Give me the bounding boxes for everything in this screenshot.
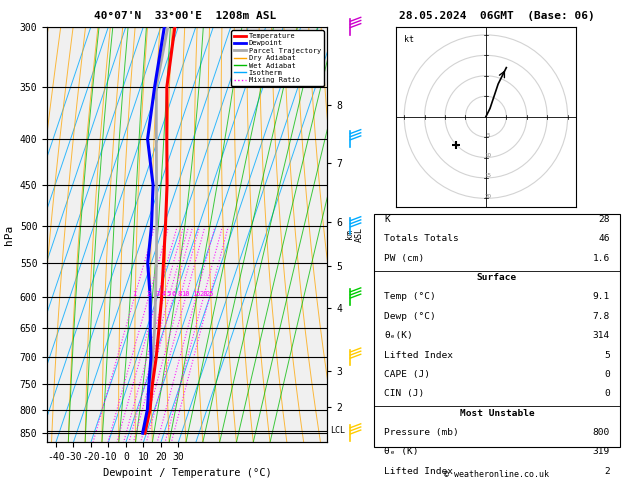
Text: 25: 25 — [205, 291, 214, 297]
Text: CIN (J): CIN (J) — [384, 389, 425, 398]
Text: 20: 20 — [199, 291, 208, 297]
Text: © weatheronline.co.uk: © weatheronline.co.uk — [445, 469, 549, 479]
Text: 2: 2 — [147, 291, 151, 297]
Text: 0: 0 — [604, 389, 610, 398]
Text: Surface: Surface — [477, 273, 517, 282]
Text: LCL: LCL — [330, 426, 345, 435]
Text: Pressure (mb): Pressure (mb) — [384, 428, 459, 437]
Text: 4: 4 — [162, 291, 166, 297]
Text: 5: 5 — [486, 133, 490, 138]
Text: PW (cm): PW (cm) — [384, 254, 425, 263]
Text: 9.1: 9.1 — [593, 293, 610, 301]
Text: 1: 1 — [132, 291, 136, 297]
Text: kt: kt — [404, 35, 414, 44]
Text: 46: 46 — [598, 234, 610, 243]
Text: 319: 319 — [593, 447, 610, 456]
Text: Dewp (°C): Dewp (°C) — [384, 312, 436, 321]
Text: θₑ(K): θₑ(K) — [384, 331, 413, 340]
Text: K: K — [384, 215, 390, 224]
Text: 5: 5 — [604, 350, 610, 360]
X-axis label: Dewpoint / Temperature (°C): Dewpoint / Temperature (°C) — [103, 468, 272, 478]
Text: 800: 800 — [593, 428, 610, 437]
Y-axis label: hPa: hPa — [4, 225, 14, 244]
Text: Totals Totals: Totals Totals — [384, 234, 459, 243]
Text: 0: 0 — [604, 370, 610, 379]
Text: 20: 20 — [484, 194, 491, 199]
Text: 5: 5 — [167, 291, 171, 297]
FancyBboxPatch shape — [374, 214, 620, 447]
Text: Temp (°C): Temp (°C) — [384, 293, 436, 301]
Text: 7.8: 7.8 — [593, 312, 610, 321]
Text: 40°07'N  33°00'E  1208m ASL: 40°07'N 33°00'E 1208m ASL — [94, 11, 277, 21]
Text: 15: 15 — [484, 174, 491, 178]
Y-axis label: km
ASL: km ASL — [345, 227, 364, 242]
Text: Lifted Index: Lifted Index — [384, 467, 453, 476]
Text: 6: 6 — [171, 291, 175, 297]
Text: 10: 10 — [484, 153, 491, 158]
Text: Most Unstable: Most Unstable — [460, 409, 534, 417]
Text: Lifted Index: Lifted Index — [384, 350, 453, 360]
Text: 10: 10 — [181, 291, 190, 297]
Text: 3: 3 — [155, 291, 160, 297]
Text: 2: 2 — [604, 467, 610, 476]
Text: 1.6: 1.6 — [593, 254, 610, 263]
Text: CAPE (J): CAPE (J) — [384, 370, 430, 379]
Text: θₑ (K): θₑ (K) — [384, 447, 418, 456]
Text: 15: 15 — [192, 291, 200, 297]
Text: 314: 314 — [593, 331, 610, 340]
Text: 28: 28 — [598, 215, 610, 224]
Text: 8: 8 — [178, 291, 182, 297]
Text: 28.05.2024  06GMT  (Base: 06): 28.05.2024 06GMT (Base: 06) — [399, 11, 595, 21]
Legend: Temperature, Dewpoint, Parcel Trajectory, Dry Adiabat, Wet Adiabat, Isotherm, Mi: Temperature, Dewpoint, Parcel Trajectory… — [231, 30, 323, 86]
